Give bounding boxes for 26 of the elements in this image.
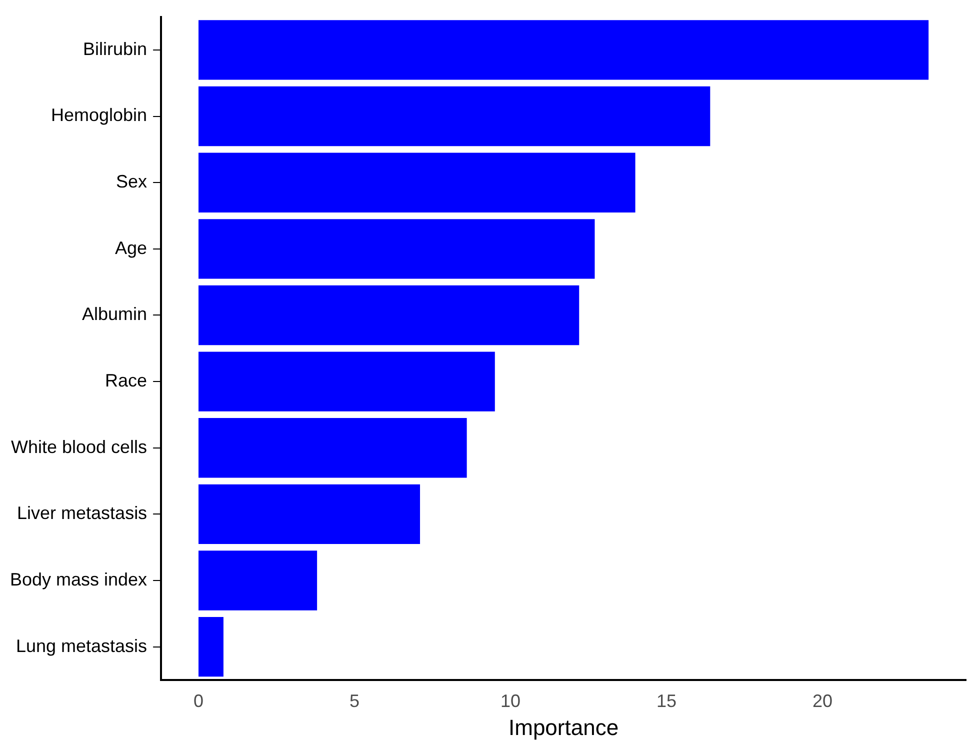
x-tick-label: 15 [656,690,677,711]
y-tick-label: Race [105,370,148,391]
y-tick-label: White blood cells [10,436,148,457]
bar [198,352,495,412]
bar [198,418,467,478]
bar [198,616,224,677]
bar [198,285,580,346]
y-tick-label: Sex [116,172,148,192]
x-tick-label: 10 [500,690,521,711]
x-axis-title: Importance [508,714,619,740]
y-tick-label: Lung metastasis [16,636,148,656]
y-tick-label: Liver metastasis [17,503,148,524]
y-tick-label: Bilirubin [83,38,148,59]
x-tick-label: 0 [193,690,204,711]
y-tick-label: Body mass index [10,569,148,590]
bar [198,20,929,80]
bar [198,219,595,279]
bar [198,86,710,146]
y-tick-label: Hemoglobin [51,105,148,126]
x-tick-label: 5 [349,690,360,711]
y-tick-label: Albumin [82,304,148,324]
bar [198,152,636,212]
bar [198,550,318,610]
y-tick-label: Age [115,238,148,258]
bar [198,484,420,544]
x-tick-label: 20 [812,690,832,711]
